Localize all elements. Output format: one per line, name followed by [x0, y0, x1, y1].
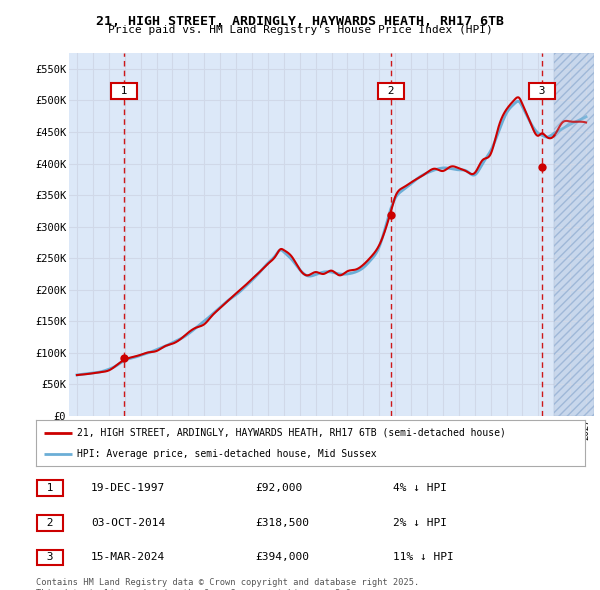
- Text: 2% ↓ HPI: 2% ↓ HPI: [393, 518, 447, 527]
- Text: £318,500: £318,500: [256, 518, 310, 527]
- Text: 2: 2: [381, 86, 401, 96]
- Bar: [554, 53, 594, 416]
- Text: Contains HM Land Registry data © Crown copyright and database right 2025.
This d: Contains HM Land Registry data © Crown c…: [36, 578, 419, 590]
- Text: 15-MAR-2024: 15-MAR-2024: [91, 552, 165, 562]
- Text: 21, HIGH STREET, ARDINGLY, HAYWARDS HEATH, RH17 6TB: 21, HIGH STREET, ARDINGLY, HAYWARDS HEAT…: [96, 15, 504, 28]
- Text: 1: 1: [114, 86, 134, 96]
- Text: 19-DEC-1997: 19-DEC-1997: [91, 483, 165, 493]
- Text: HPI: Average price, semi-detached house, Mid Sussex: HPI: Average price, semi-detached house,…: [77, 448, 377, 458]
- Bar: [554, 53, 594, 416]
- Text: 3: 3: [532, 86, 552, 96]
- Text: Price paid vs. HM Land Registry's House Price Index (HPI): Price paid vs. HM Land Registry's House …: [107, 25, 493, 35]
- Text: 4% ↓ HPI: 4% ↓ HPI: [393, 483, 447, 493]
- Text: £394,000: £394,000: [256, 552, 310, 562]
- Text: 11% ↓ HPI: 11% ↓ HPI: [393, 552, 454, 562]
- Text: 21, HIGH STREET, ARDINGLY, HAYWARDS HEATH, RH17 6TB (semi-detached house): 21, HIGH STREET, ARDINGLY, HAYWARDS HEAT…: [77, 428, 506, 438]
- Text: 2: 2: [40, 518, 60, 527]
- Text: 3: 3: [40, 552, 60, 562]
- Text: 1: 1: [40, 483, 60, 493]
- Text: £92,000: £92,000: [256, 483, 303, 493]
- Text: 03-OCT-2014: 03-OCT-2014: [91, 518, 165, 527]
